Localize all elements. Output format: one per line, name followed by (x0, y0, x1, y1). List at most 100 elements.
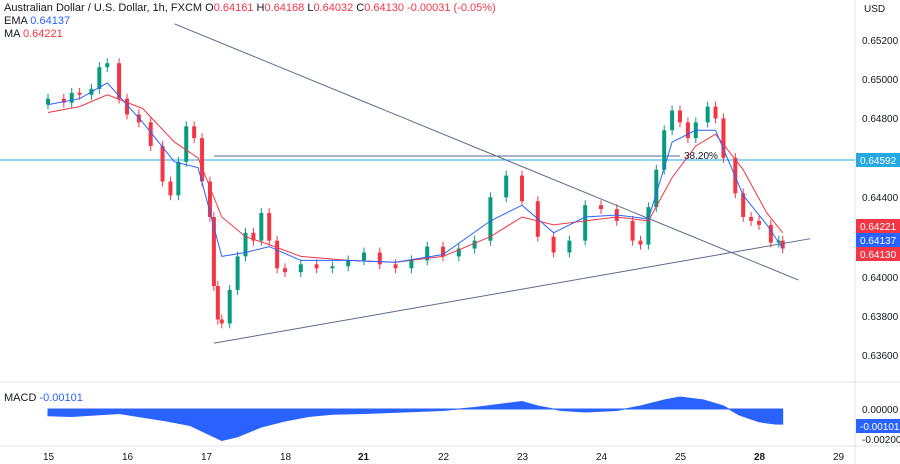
ema-label: EMA (4, 15, 28, 27)
candle-body (259, 213, 264, 241)
candle-body (219, 319, 224, 324)
candle-body (200, 138, 205, 182)
price-tick: 0.64800 (862, 114, 899, 125)
candle-body (646, 207, 651, 245)
trendline (213, 238, 811, 344)
macd-value-badge-text: -0.00101 (860, 422, 900, 433)
candle-body (330, 266, 335, 269)
candle-body (362, 252, 366, 261)
time-tick: 29 (833, 452, 845, 463)
candle-body (160, 146, 165, 182)
candle-body (757, 220, 761, 225)
symbol-row: Australian Dollar / U.S. Dollar, 1h, FXC… (4, 2, 496, 15)
time-tick: 22 (438, 452, 450, 463)
candle-body (243, 232, 248, 257)
ma-price-badge-text: 0.64221 (860, 222, 897, 233)
candle-body (393, 264, 398, 269)
time-tick: 21 (358, 452, 370, 463)
macd-tick: 0.00000 (862, 405, 899, 416)
time-tick: 24 (596, 452, 608, 463)
low-value: 0.64032 (313, 2, 354, 14)
candle-body (472, 240, 477, 249)
ma-row[interactable]: MA 0.64221 (4, 28, 496, 41)
last-price-badge-text: 0.64130 (860, 250, 897, 261)
candle-body (749, 217, 754, 221)
candle-body (46, 98, 50, 105)
candle-body (168, 181, 173, 196)
candle-body (551, 236, 556, 253)
candle-body (409, 260, 414, 269)
candle-body (721, 118, 726, 158)
open-value: 0.64161 (213, 2, 254, 14)
candle-body (488, 197, 493, 241)
time-tick: 16 (122, 452, 134, 463)
macd-legend[interactable]: MACD -0.00101 (4, 392, 83, 404)
trendline (174, 23, 799, 281)
candle-body (567, 240, 572, 253)
candle-body (685, 122, 690, 139)
candle-body (298, 264, 303, 273)
ma-value: 0.64221 (22, 28, 63, 40)
candle-body (275, 240, 280, 269)
candle-body (215, 286, 220, 320)
candle-body (207, 181, 212, 217)
time-tick: 15 (43, 452, 55, 463)
macd-value-badge (856, 419, 900, 433)
macd-label: MACD (4, 392, 37, 404)
ema-row[interactable]: EMA 0.64137 (4, 15, 496, 28)
candle-body (211, 217, 216, 286)
candle-body (583, 205, 588, 241)
candle-body (504, 175, 509, 198)
candle-body (670, 110, 675, 131)
low-label: L (307, 2, 314, 14)
candle-body (97, 67, 102, 89)
price-tick: 0.63600 (862, 351, 899, 362)
time-tick: 25 (675, 452, 687, 463)
price-tick: 0.65000 (862, 75, 899, 86)
candle-body (283, 268, 287, 273)
candle-body (678, 110, 682, 123)
ema-value: 0.64137 (30, 15, 71, 27)
ema-line (47, 82, 784, 263)
candle-body (61, 98, 66, 103)
close-value: 0.64130 (364, 2, 404, 14)
candle-body (176, 161, 181, 196)
price-tick: 0.64000 (862, 273, 899, 284)
macd-area (47, 396, 784, 442)
price-tick: 0.64400 (862, 193, 899, 204)
fib-price-badge-text: 0.64592 (860, 156, 897, 167)
candle-body (630, 220, 635, 241)
candle-body (638, 240, 643, 245)
candle-body (705, 106, 710, 123)
time-tick: 17 (201, 452, 213, 463)
macd-tick: -0.00200 (862, 435, 900, 446)
ma-label: MA (4, 28, 20, 40)
candle-body (227, 289, 232, 324)
candle-body (456, 248, 461, 257)
close-label: C (356, 2, 365, 14)
candle-body (148, 122, 153, 147)
time-tick: 18 (280, 452, 292, 463)
fib-price-badge (856, 153, 900, 167)
last-price-badge (856, 247, 900, 261)
candle-body (780, 240, 785, 249)
candle-body (184, 126, 189, 162)
candle-body (267, 213, 272, 241)
candle-body (768, 224, 773, 243)
candle-body (235, 256, 240, 290)
candle-body (251, 232, 256, 241)
open-label: O (205, 2, 214, 14)
candle-body (654, 169, 659, 208)
candle-body (776, 240, 781, 243)
ema-price-badge-text: 0.64137 (860, 236, 897, 247)
candle-body (69, 92, 74, 103)
candle-body (741, 193, 746, 217)
change-value: -0.00031 (-0.05%) (407, 2, 496, 14)
candle-body (314, 264, 319, 269)
symbol-title: Australian Dollar / U.S. Dollar, 1h, FXC… (4, 2, 203, 14)
candle-body (192, 126, 197, 139)
fib-level-label: 38.20% (684, 151, 718, 162)
candle-body (117, 63, 122, 99)
macd-value: -0.00101 (39, 392, 83, 404)
